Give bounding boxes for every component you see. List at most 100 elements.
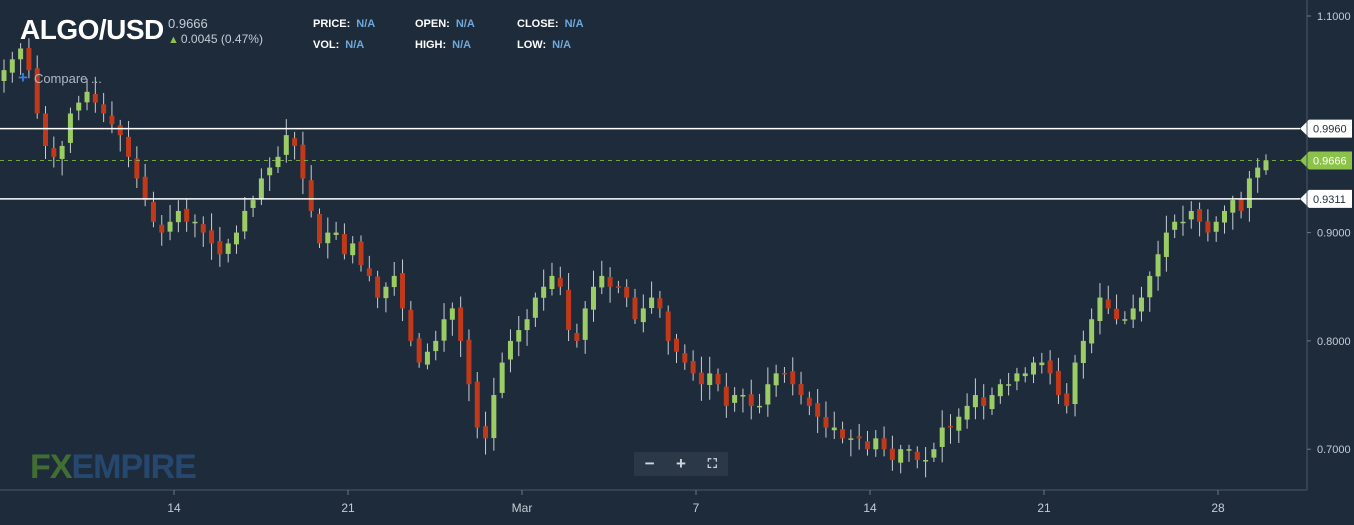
candle-body xyxy=(217,241,223,255)
candle-body xyxy=(416,338,422,363)
candle-body xyxy=(1105,299,1111,309)
candle xyxy=(400,259,406,322)
candle xyxy=(43,106,49,160)
candle-body xyxy=(806,397,812,406)
candle-body xyxy=(906,449,912,451)
candle xyxy=(275,146,281,174)
stat-high-label: HIGH: xyxy=(415,39,447,51)
candle xyxy=(458,296,464,358)
candle xyxy=(1039,352,1045,374)
candle-body xyxy=(391,275,397,288)
candle-body xyxy=(449,308,455,320)
candle xyxy=(101,92,107,123)
candle-body xyxy=(790,371,796,385)
candle-body xyxy=(507,340,513,360)
stat-price-label: PRICE: xyxy=(313,18,351,30)
candle-body xyxy=(225,243,231,254)
candle xyxy=(84,78,90,111)
candle xyxy=(1246,170,1252,222)
candle-body xyxy=(1114,308,1120,320)
candle xyxy=(209,213,215,260)
candle xyxy=(1047,350,1053,385)
candle xyxy=(507,329,513,373)
plus-icon: + xyxy=(18,68,28,87)
candle-body xyxy=(557,277,563,287)
candle-body xyxy=(1130,308,1136,320)
candle xyxy=(632,288,638,324)
candle xyxy=(682,344,688,370)
last-price: 0.9666 xyxy=(168,16,208,31)
candle xyxy=(474,371,480,439)
candle-body xyxy=(798,384,804,396)
candle-body xyxy=(1155,254,1161,277)
candle-body xyxy=(109,115,115,125)
stat-open-value: N/A xyxy=(455,18,475,30)
candle xyxy=(997,379,1003,404)
candle xyxy=(1114,294,1120,325)
candle xyxy=(358,235,364,272)
candle-body xyxy=(599,275,605,288)
candle-body xyxy=(956,416,962,431)
stat-close-value: N/A xyxy=(564,18,584,30)
price-label-badge xyxy=(1300,119,1352,138)
candle xyxy=(931,442,937,462)
candle-body xyxy=(931,449,937,458)
stat-close-label: CLOSE: xyxy=(517,18,559,30)
logo-empire: EMPIRE xyxy=(71,448,196,486)
candle xyxy=(317,208,322,249)
stat-high: HIGH: N/A xyxy=(415,39,471,51)
candle-body xyxy=(748,394,754,406)
candle-body xyxy=(1180,221,1186,224)
candle xyxy=(416,333,422,368)
candle xyxy=(524,309,530,346)
candle-body xyxy=(981,397,987,406)
candle-body xyxy=(532,297,538,318)
candle xyxy=(1238,191,1244,219)
candle xyxy=(532,292,538,327)
x-tick-label: 21 xyxy=(1037,501,1051,515)
zoom-in-button[interactable]: + xyxy=(676,454,686,473)
price-label-text: 0.9960 xyxy=(1313,124,1347,136)
candle-body xyxy=(200,224,206,233)
candle xyxy=(1122,311,1128,325)
candle-body xyxy=(51,148,57,157)
candle-body xyxy=(1031,362,1037,375)
candle xyxy=(516,315,522,357)
candle xyxy=(200,216,206,247)
candle-body xyxy=(524,319,530,331)
candle xyxy=(582,301,588,354)
candle-body xyxy=(491,395,497,439)
candle xyxy=(1188,201,1194,229)
candle-body xyxy=(483,426,489,439)
candle-body xyxy=(117,125,123,136)
x-tick-label: 21 xyxy=(341,501,355,515)
candle xyxy=(1155,240,1161,291)
candle-body xyxy=(167,221,173,232)
stat-vol-label: VOL: xyxy=(313,39,340,51)
candle xyxy=(815,389,821,434)
candle xyxy=(1,59,7,93)
candle-body xyxy=(898,449,904,463)
candle-body xyxy=(159,224,165,233)
candle-body xyxy=(1147,275,1153,298)
candle-body xyxy=(258,178,264,200)
candle xyxy=(740,388,746,413)
candle xyxy=(150,191,156,228)
zoom-out-button[interactable]: − xyxy=(644,454,655,473)
compare-label: Compare ... xyxy=(33,71,102,86)
candle-body xyxy=(1246,178,1252,209)
candle xyxy=(300,131,306,195)
candle xyxy=(1022,367,1028,383)
candle xyxy=(192,214,198,238)
fullscreen-icon[interactable]: ⛶ xyxy=(707,456,717,471)
compare-button[interactable]: + Compare ... xyxy=(18,68,102,88)
candle xyxy=(972,378,978,420)
candle xyxy=(649,281,655,314)
candle xyxy=(607,267,613,303)
candle-body xyxy=(989,395,995,410)
candle-body xyxy=(615,286,621,288)
candle xyxy=(864,430,870,456)
candle-body xyxy=(150,201,156,222)
stat-vol: VOL: N/A xyxy=(313,39,364,51)
